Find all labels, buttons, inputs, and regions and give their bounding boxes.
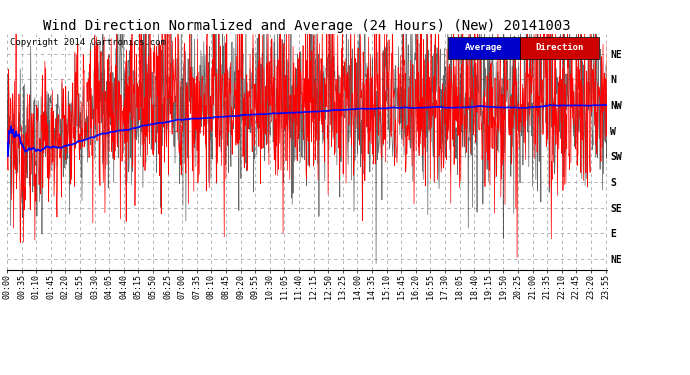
- Text: Direction: Direction: [535, 44, 584, 52]
- Title: Wind Direction Normalized and Average (24 Hours) (New) 20141003: Wind Direction Normalized and Average (2…: [43, 19, 571, 33]
- Text: Copyright 2014 Cartronics.com: Copyright 2014 Cartronics.com: [10, 39, 166, 48]
- Text: Average: Average: [465, 44, 503, 52]
- FancyBboxPatch shape: [520, 37, 600, 58]
- FancyBboxPatch shape: [448, 37, 520, 58]
